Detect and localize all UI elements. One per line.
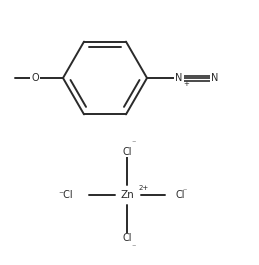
Text: ⁻: ⁻ xyxy=(132,139,136,148)
Text: N: N xyxy=(211,73,219,83)
Text: ⁻: ⁻ xyxy=(132,242,136,251)
Text: ⁻: ⁻ xyxy=(183,187,187,196)
Text: Cl: Cl xyxy=(122,147,132,157)
Text: ⁻Cl: ⁻Cl xyxy=(58,190,73,200)
Text: O: O xyxy=(31,73,39,83)
Text: CH₃: CH₃ xyxy=(0,73,1,83)
Text: 2+: 2+ xyxy=(139,185,149,191)
Text: Zn: Zn xyxy=(120,190,134,200)
Text: +: + xyxy=(183,81,189,87)
Text: Cl: Cl xyxy=(122,233,132,243)
Text: N: N xyxy=(175,73,183,83)
Text: Cl: Cl xyxy=(175,190,184,200)
